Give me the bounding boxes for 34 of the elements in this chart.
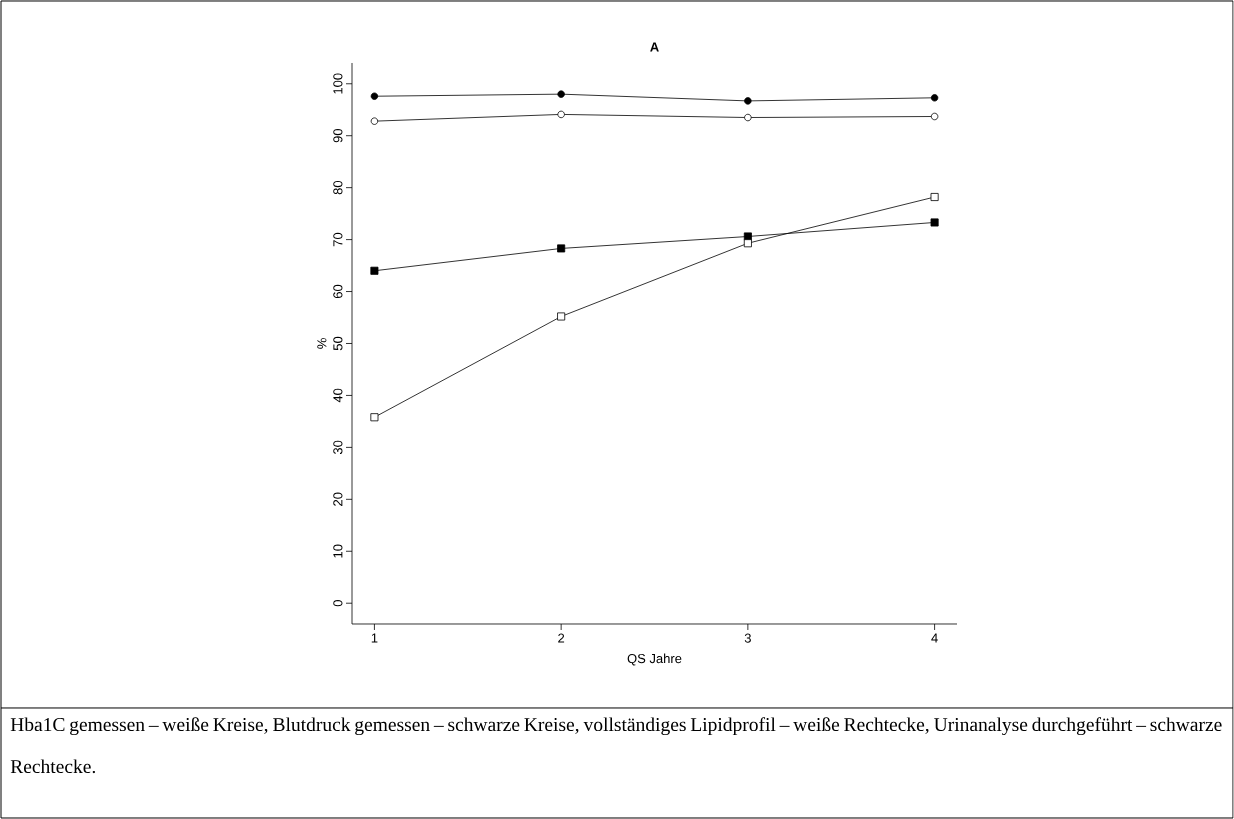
y-tick-label: 90 bbox=[333, 128, 343, 143]
point bbox=[743, 239, 752, 248]
point bbox=[930, 112, 939, 121]
point bbox=[930, 218, 939, 227]
y-tick-label: 30 bbox=[333, 440, 343, 455]
point bbox=[370, 266, 379, 275]
y-tick-label: 60 bbox=[333, 284, 343, 299]
y-tick-label: 50 bbox=[333, 336, 343, 351]
y-tick-label: 0 bbox=[333, 600, 343, 607]
point bbox=[370, 92, 379, 100]
point bbox=[370, 413, 379, 422]
y-tick-label: 40 bbox=[333, 388, 343, 403]
text: Hba1C gemessen – weiße Kreise, Blutdruck gemessen – schwarze Kreise, vollständiges Lipidprofil – weiße Rechtecke, Urinanalyse durchgeführt – schwarze Rechtecke. bbox=[10, 717, 1222, 774]
x-tick-label: 3 bbox=[744, 633, 751, 643]
point bbox=[557, 110, 565, 119]
x-tick-label: 1 bbox=[371, 633, 378, 643]
point bbox=[744, 113, 752, 122]
y-tick-label: 100 bbox=[333, 73, 343, 94]
point bbox=[557, 312, 566, 321]
point bbox=[930, 94, 939, 102]
y-axis-title: % bbox=[317, 338, 327, 349]
x-tick-label: 2 bbox=[558, 633, 565, 643]
chart-title: A bbox=[650, 42, 659, 52]
x-axis-title: QS Jahre bbox=[627, 653, 682, 666]
y-tick-label: 80 bbox=[333, 180, 343, 195]
y-tick-label: 20 bbox=[333, 492, 343, 506]
y-tick-label: 10 bbox=[333, 544, 343, 558]
point bbox=[744, 97, 752, 105]
point bbox=[370, 117, 379, 125]
point bbox=[557, 244, 566, 253]
point bbox=[557, 90, 565, 98]
point bbox=[930, 193, 939, 202]
y-tick-label: 70 bbox=[333, 232, 343, 247]
x-tick-label: 4 bbox=[931, 633, 938, 643]
